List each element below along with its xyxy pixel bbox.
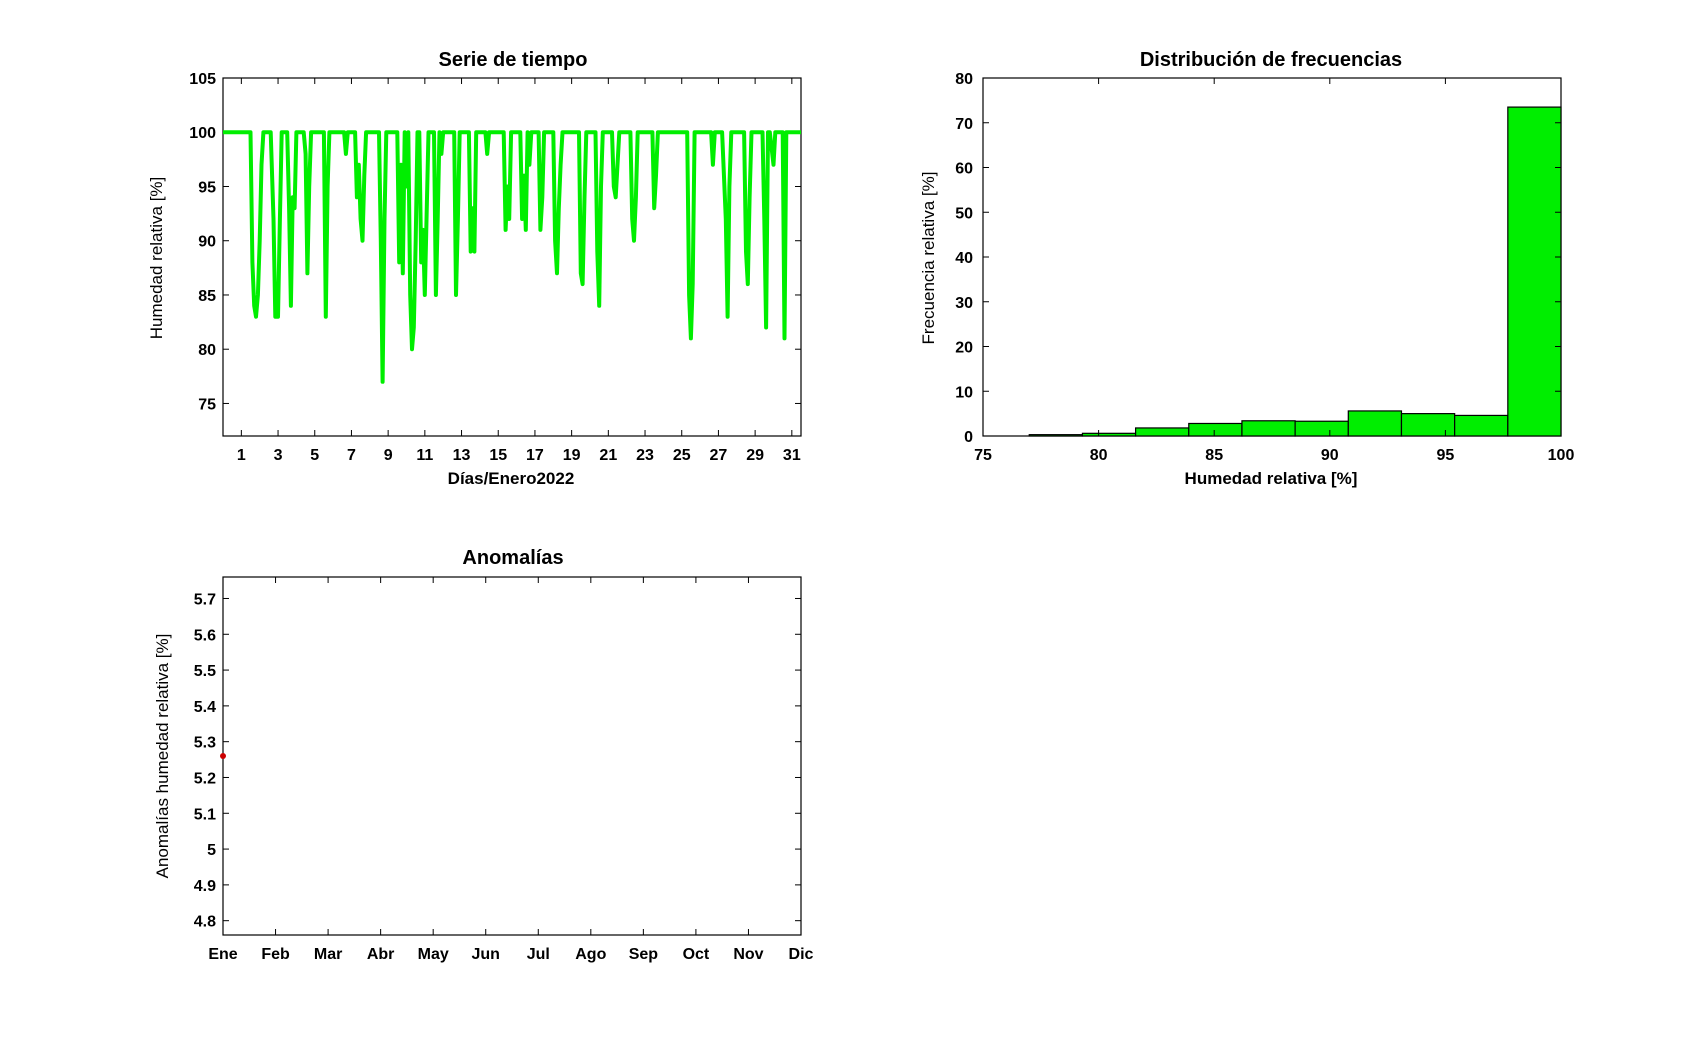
month-tick-label: Ago [575,946,606,963]
x-tick-label: 17 [526,447,544,464]
y-tick-label: 60 [955,161,973,178]
histogram-bar [1188,422,1243,437]
month-tick-label: Nov [733,946,763,963]
time-series-panel: Serie de tiempo 1 3 5 7 9 11 13 15 17 19 21 23 25 27 2… [147,49,802,488]
x-tick-label: 25 [673,447,691,464]
histogram-bar [1454,414,1509,437]
histogram-plot-area [982,77,1562,437]
time-series-title: Serie de tiempo [439,49,588,71]
month-tick-label: Ene [208,946,237,963]
x-tick-label: 19 [563,447,581,464]
humidity-series-line [223,130,801,384]
y-tick-label: 50 [955,205,973,222]
x-tick-label: 90 [1321,447,1339,464]
x-tick-label: 23 [636,447,654,464]
histogram-bar [1134,427,1190,437]
x-tick-label: 9 [384,447,393,464]
y-tick-label: 90 [198,234,216,251]
y-tick-label: 80 [198,342,216,359]
x-tick-label: 15 [489,447,507,464]
month-tick-label: Oct [683,946,710,963]
month-tick-label: Sep [629,946,659,963]
y-tick-label: 100 [189,125,216,142]
x-tick-label: 3 [274,447,283,464]
x-tick-label: 7 [347,447,356,464]
histogram-bars [1028,106,1562,437]
anomalies-panel: Anomalías Ene Feb Mar Abr May Jun Jul Ago Sep Oct… [153,547,814,963]
histogram-bar [1081,432,1137,437]
month-tick-label: May [418,946,449,963]
y-tick-label: 0 [964,429,973,446]
x-tick-label: 100 [1548,447,1575,464]
histogram-bar [1507,106,1562,437]
x-tick-label: 11 [416,447,433,464]
histogram-bar [1028,434,1084,437]
y-tick-label: 20 [955,340,973,357]
y-tick-label: 75 [198,396,216,413]
y-tick-label: 5 [207,842,216,859]
anomalies-axes: Ene Feb Mar Abr May Jun Jul Ago Sep Oct Nov Dic 4.8 4… [194,577,814,963]
x-tick-label: 27 [710,447,728,464]
x-tick-label: 29 [746,447,764,464]
x-tick-label: 85 [1205,447,1223,464]
month-tick-label: Dic [789,946,814,963]
histogram-bar [1347,410,1403,437]
x-tick-label: 5 [310,447,319,464]
y-tick-label: 4.8 [194,914,216,931]
month-tick-label: Feb [261,946,290,963]
histogram-bar [1400,413,1456,437]
month-tick-label: Abr [367,946,395,963]
y-tick-label: 5.2 [194,770,216,787]
anomalies-plot-area [222,576,802,936]
anomalies-points [220,753,226,759]
histogram-bar [1241,420,1296,437]
anomaly-point [220,753,226,759]
histogram-bar [1294,420,1349,437]
x-tick-label: 31 [783,447,801,464]
y-tick-label: 40 [955,250,973,267]
y-tick-label: 5.3 [194,735,216,752]
x-tick-label: 95 [1437,447,1455,464]
y-tick-label: 5.4 [194,699,216,716]
month-tick-label: Jun [472,946,500,963]
y-tick-label: 10 [955,384,973,401]
anomalies-ylabel: Anomalías humedad relativa [%] [153,634,172,879]
x-tick-label: 75 [974,447,992,464]
time-series-xlabel: Días/Enero2022 [448,469,575,488]
y-tick-label: 105 [189,71,216,88]
y-tick-label: 30 [955,295,973,312]
y-tick-label: 95 [198,179,216,196]
time-series-axes: 1 3 5 7 9 11 13 15 17 19 21 23 25 27 29 317580859095100… [189,71,801,464]
y-tick-label: 5.6 [194,627,216,644]
x-tick-label: 21 [599,447,617,464]
x-tick-label: 80 [1090,447,1108,464]
histogram-axes: 75 80 85 90 95 100 0 10 20 30 40 50 60 70 80 [955,71,1574,464]
y-tick-label: 80 [955,71,973,88]
y-tick-label: 85 [198,288,216,305]
x-tick-label: 13 [453,447,471,464]
histogram-panel: Distribución de frecuencias 75 80 85 90 95 10… [919,49,1574,488]
y-tick-label: 5.1 [194,806,216,823]
y-tick-label: 4.9 [194,878,216,895]
histogram-xlabel: Humedad relativa [%] [1185,469,1358,488]
month-tick-label: Mar [314,946,342,963]
histogram-ylabel: Frecuencia relativa [%] [919,172,938,345]
month-tick-label: Jul [527,946,550,963]
histogram-title: Distribución de frecuencias [1140,49,1402,71]
y-tick-label: 5.5 [194,663,216,680]
x-tick-label: 1 [237,447,246,464]
time-series-ylabel: Humedad relativa [%] [147,177,166,340]
y-tick-label: 5.7 [194,591,216,608]
anomalies-title: Anomalías [462,547,563,569]
y-tick-label: 70 [955,116,973,133]
